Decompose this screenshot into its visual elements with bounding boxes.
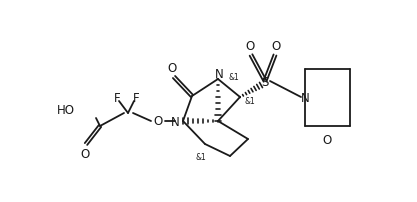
Text: N: N (215, 67, 224, 80)
Text: O: O (322, 133, 332, 146)
Text: N: N (301, 91, 309, 104)
Text: O: O (167, 62, 177, 75)
Text: F: F (133, 91, 139, 104)
Text: O: O (271, 40, 281, 53)
Text: &1: &1 (196, 153, 206, 162)
Text: &1: &1 (229, 73, 239, 82)
Text: S: S (261, 76, 269, 89)
Text: F: F (114, 91, 121, 104)
Text: HO: HO (57, 104, 75, 117)
Text: N: N (171, 116, 179, 129)
Text: O: O (80, 148, 90, 161)
Text: &1: &1 (245, 96, 255, 105)
Text: O: O (245, 40, 255, 53)
Text: O: O (153, 115, 163, 128)
